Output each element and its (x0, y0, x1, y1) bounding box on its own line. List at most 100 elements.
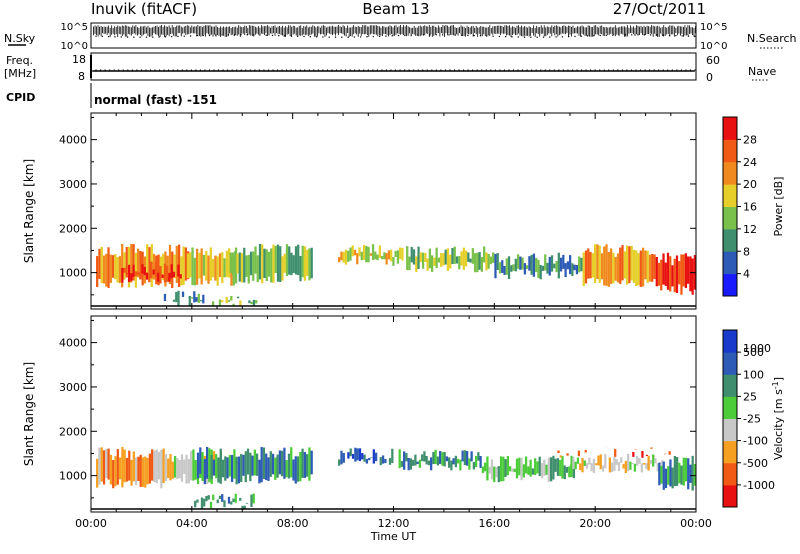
nave-sample (213, 69, 215, 71)
velocity-cell (590, 463, 593, 472)
nave-sample (227, 69, 229, 71)
power-cell (218, 253, 222, 278)
power-cell (628, 246, 631, 284)
power-cell (225, 296, 228, 304)
velocity-cell (409, 458, 413, 470)
power-cell (639, 250, 642, 287)
nave-sample (335, 69, 338, 71)
nave-sample (639, 69, 642, 71)
power-cell (467, 252, 470, 262)
velocity-cell (241, 505, 244, 510)
power-cell (270, 248, 273, 283)
power-cell (107, 247, 110, 288)
velocity-cell (647, 455, 650, 471)
velocity-cell (265, 453, 268, 481)
velocity-cell (290, 447, 293, 478)
power-cell (299, 255, 302, 282)
velocity-cell (361, 452, 364, 460)
nave-sample (444, 69, 447, 71)
velocity-cell (391, 448, 394, 464)
nave-sample (676, 69, 678, 71)
velocity-colorbar-swatch (723, 352, 737, 375)
power-cell (532, 253, 536, 277)
velocity-cell (230, 454, 234, 482)
velocity-colorbar-tick-label: 25 (743, 390, 757, 403)
power-cell (221, 252, 224, 284)
power-cell (306, 249, 309, 276)
velocity-cell (445, 456, 449, 462)
nsearch-sample (107, 35, 110, 38)
nsearch-sample (523, 36, 526, 38)
power-cell (202, 294, 205, 304)
nsearch-sample (372, 35, 375, 38)
velocity-cell (641, 450, 644, 458)
power-cell (102, 255, 106, 284)
velocity-cell (448, 457, 451, 468)
power-cell (417, 246, 420, 269)
power-cell (190, 297, 194, 299)
velocity-cell (509, 466, 512, 472)
power-cell (437, 257, 441, 263)
velocity-cell (239, 497, 242, 501)
nsearch-sample (605, 34, 608, 36)
power-cell (580, 257, 583, 272)
velocity-cell (200, 497, 204, 510)
nave-sample (104, 69, 106, 71)
nsearch-sample (120, 36, 122, 38)
nave-sample (263, 69, 265, 71)
velocity-cell (684, 457, 688, 482)
time-axis: 00:00 04:00 08:00 12:00 16:00 20:00 00:00 Time … (75, 517, 712, 543)
nave-sample (140, 69, 143, 71)
nsearch-sample (353, 36, 356, 38)
power-cell (503, 265, 506, 275)
power-cell (281, 256, 284, 281)
freq-unit: [MHz] (4, 67, 36, 80)
freq-tick-bottom: 8 (78, 70, 85, 83)
nave-sample (281, 69, 283, 71)
velocity-cell (252, 493, 255, 504)
nave-sample (512, 69, 515, 71)
nave-sample (299, 69, 301, 71)
velocity-cell (294, 456, 297, 484)
power-cell (598, 245, 601, 283)
power-cell (145, 272, 149, 280)
velocity-cell (668, 451, 671, 455)
power-cell (342, 251, 345, 263)
power-ylabel: Slant Range [km] (22, 159, 36, 263)
beam-title: Beam 13 (362, 0, 429, 18)
nsearch-sample (233, 34, 236, 36)
power-cell (157, 254, 160, 286)
velocity-cell (199, 447, 202, 474)
velocity-cell (631, 463, 634, 465)
power-ytick-label: 3000 (59, 178, 87, 191)
nsearch-label: N.Search (747, 32, 797, 45)
power-cell (157, 272, 160, 282)
power-cell (546, 262, 549, 274)
velocity-cell (486, 456, 489, 481)
velocity-cell (219, 448, 222, 484)
nsearch-sample (511, 36, 513, 38)
power-cell (148, 273, 151, 283)
power-cell (303, 246, 307, 281)
power-cell (644, 250, 647, 280)
nave-sample (608, 69, 610, 71)
nsearch-sample (574, 35, 576, 38)
nave-sample (308, 69, 310, 71)
velocity-colorbar-swatch (723, 396, 737, 419)
velocity-cell (566, 453, 569, 456)
power-cell (591, 253, 594, 278)
power-ytick-label: 1000 (59, 267, 87, 280)
velocity-cell (132, 451, 135, 482)
power-cell (214, 255, 217, 281)
power-cell (630, 245, 633, 281)
power-cell (347, 250, 350, 262)
velocity-cell (151, 449, 154, 481)
power-cell (139, 272, 142, 280)
nave-sample (154, 69, 156, 71)
nave-sample (694, 69, 696, 71)
power-cell (130, 273, 133, 281)
power-cell (250, 301, 253, 305)
power-cell (182, 246, 185, 285)
nsearch-sample (536, 36, 538, 38)
power-cell (216, 256, 219, 286)
